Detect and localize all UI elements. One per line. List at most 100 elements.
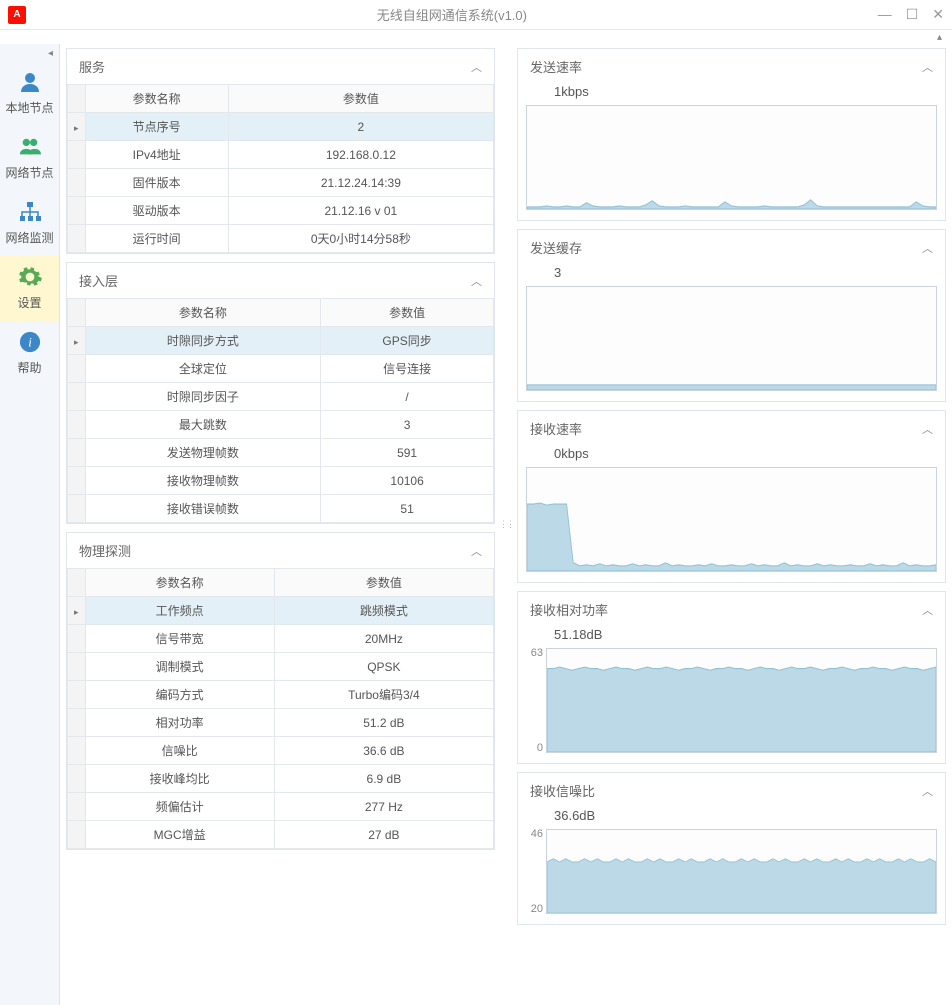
row-marker xyxy=(68,467,86,495)
chevron-up-icon: ︿ xyxy=(471,59,482,75)
panel-title: 接收相对功率 xyxy=(530,600,608,619)
close-button[interactable]: ✕ xyxy=(932,6,944,23)
table-row[interactable]: 固件版本21.12.24.14:39 xyxy=(68,169,494,197)
panel-header[interactable]: 接收信噪比︿ xyxy=(518,773,945,808)
param-value: 21.12.24.14:39 xyxy=(228,169,493,197)
table-row[interactable]: 节点序号2 xyxy=(68,113,494,141)
chevron-up-icon: ︿ xyxy=(471,543,482,559)
param-name: 工作频点 xyxy=(85,597,274,625)
gear-icon xyxy=(17,264,43,290)
row-marker xyxy=(68,709,86,737)
param-value: 2 xyxy=(228,113,493,141)
network-icon xyxy=(17,199,43,225)
table-row[interactable]: 接收错误帧数51 xyxy=(68,495,494,523)
panel-header[interactable]: 发送缓存 ︿ xyxy=(518,230,945,265)
chevron-up-icon: ︿ xyxy=(922,59,933,75)
rx-snr-panel: 接收信噪比︿36.6dB46 20 xyxy=(517,772,946,925)
param-name: 时隙同步因子 xyxy=(85,383,321,411)
y-axis-max: 63 xyxy=(531,647,543,659)
table-row[interactable]: 全球定位信号连接 xyxy=(68,355,494,383)
param-name: 接收峰均比 xyxy=(85,765,274,793)
panel-title: 物理探测 xyxy=(79,541,131,560)
param-name: 接收物理帧数 xyxy=(85,467,321,495)
table-row[interactable]: 接收物理帧数10106 xyxy=(68,467,494,495)
y-axis-min: 0 xyxy=(537,742,543,754)
row-marker xyxy=(68,793,86,821)
panel-header[interactable]: 服务︿ xyxy=(67,49,494,84)
table-row[interactable]: 驱动版本21.12.16 v 01 xyxy=(68,197,494,225)
param-name: 固件版本 xyxy=(85,169,228,197)
param-name: 频偏估计 xyxy=(85,793,274,821)
panel-header[interactable]: 发送速率 ︿ xyxy=(518,49,945,84)
param-name: MGC增益 xyxy=(85,821,274,849)
sidebar-collapse-icon[interactable]: ◂ xyxy=(0,44,59,61)
table-row[interactable]: 发送物理帧数591 xyxy=(68,439,494,467)
table-row[interactable]: MGC增益27 dB xyxy=(68,821,494,849)
sidebar-item-label: 网络监测 xyxy=(5,229,53,246)
chart-value: 51.18dB xyxy=(518,627,945,648)
users-icon xyxy=(17,134,43,160)
y-axis-min: 20 xyxy=(531,903,543,915)
param-name: 调制模式 xyxy=(85,653,274,681)
y-axis-max: 46 xyxy=(531,828,543,840)
col-param-value: 参数值 xyxy=(274,569,493,597)
panel-title: 发送缓存 xyxy=(530,238,582,257)
table-row[interactable]: 编码方式Turbo编码3/4 xyxy=(68,681,494,709)
table-row[interactable]: 频偏估计277 Hz xyxy=(68,793,494,821)
row-marker xyxy=(68,625,86,653)
panel-header[interactable]: 接入层︿ xyxy=(67,263,494,298)
maximize-button[interactable]: ☐ xyxy=(906,6,919,23)
col-param-name: 参数名称 xyxy=(85,299,321,327)
row-marker xyxy=(68,765,86,793)
sidebar-item-network-monitor[interactable]: 网络监测 xyxy=(0,191,59,256)
panel-title: 发送速率 xyxy=(530,57,582,76)
param-value: / xyxy=(321,383,494,411)
minimize-button[interactable]: — xyxy=(878,6,892,23)
param-value: 591 xyxy=(321,439,494,467)
row-marker xyxy=(68,169,86,197)
table-row[interactable]: IPv4地址192.168.0.12 xyxy=(68,141,494,169)
sidebar-item-settings[interactable]: 设置 xyxy=(0,256,59,321)
table-row[interactable]: 时隙同步方式GPS同步 xyxy=(68,327,494,355)
row-marker-header xyxy=(68,299,86,327)
param-value: QPSK xyxy=(274,653,493,681)
panel-header[interactable]: 接收相对功率︿ xyxy=(518,592,945,627)
table-row[interactable]: 信号带宽20MHz xyxy=(68,625,494,653)
param-value: 51.2 dB xyxy=(274,709,493,737)
row-marker xyxy=(68,197,86,225)
param-value: 21.12.16 v 01 xyxy=(228,197,493,225)
ribbon-collapse-icon[interactable]: ▴ xyxy=(0,30,952,44)
main-content: 服务︿参数名称参数值节点序号2IPv4地址192.168.0.12固件版本21.… xyxy=(60,44,952,1005)
row-marker xyxy=(68,225,86,253)
table-row[interactable]: 运行时间0天0小时14分58秒 xyxy=(68,225,494,253)
chevron-up-icon: ︿ xyxy=(922,240,933,256)
row-marker xyxy=(68,411,86,439)
col-param-value: 参数值 xyxy=(228,85,493,113)
panel-header[interactable]: 物理探测 ︿ xyxy=(67,533,494,568)
param-name: 相对功率 xyxy=(85,709,274,737)
chart-value: 36.6dB xyxy=(518,808,945,829)
row-marker xyxy=(68,737,86,765)
table-row[interactable]: 调制模式QPSK xyxy=(68,653,494,681)
chart-value: 1kbps xyxy=(518,84,945,105)
panel-header[interactable]: 接收速率︿ xyxy=(518,411,945,446)
param-name: 节点序号 xyxy=(85,113,228,141)
table-row[interactable]: 最大跳数3 xyxy=(68,411,494,439)
right-column: 发送速率︿1kbps发送缓存︿3接收速率︿0kbps接收相对功率︿51.18dB… xyxy=(511,44,952,1005)
param-table: 参数名称参数值节点序号2IPv4地址192.168.0.12固件版本21.12.… xyxy=(67,84,494,253)
param-value: 3 xyxy=(321,411,494,439)
sidebar-item-local-node[interactable]: 本地节点 xyxy=(0,61,59,126)
col-param-name: 参数名称 xyxy=(85,569,274,597)
sidebar-item-network-node[interactable]: 网络节点 xyxy=(0,126,59,191)
tx-rate-panel: 发送速率 ︿ 1kbps xyxy=(517,48,946,221)
table-row[interactable]: 接收峰均比6.9 dB xyxy=(68,765,494,793)
sidebar-item-label: 帮助 xyxy=(17,359,41,376)
table-row[interactable]: 相对功率51.2 dB xyxy=(68,709,494,737)
table-row[interactable]: 时隙同步因子/ xyxy=(68,383,494,411)
svg-text:i: i xyxy=(28,336,32,350)
table-row[interactable]: 工作频点跳频模式 xyxy=(68,597,494,625)
row-marker xyxy=(68,141,86,169)
sidebar-item-help[interactable]: i 帮助 xyxy=(0,321,59,386)
splitter-handle[interactable]: ⋮⋮ xyxy=(501,44,511,1005)
table-row[interactable]: 信噪比36.6 dB xyxy=(68,737,494,765)
